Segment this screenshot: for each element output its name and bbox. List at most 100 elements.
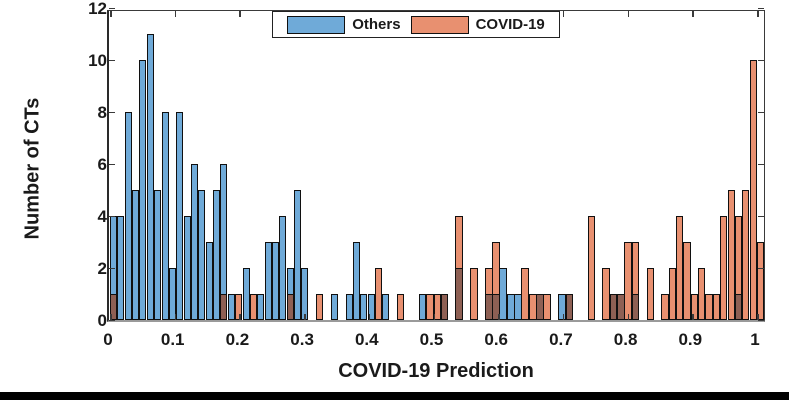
tick-mark — [757, 11, 759, 17]
x-tick-label: 0.7 — [549, 330, 573, 349]
bar-others — [242, 268, 250, 320]
bar-covid — [602, 268, 610, 320]
tick-mark — [109, 163, 115, 165]
tick-mark — [109, 215, 115, 217]
tick-mark — [433, 314, 435, 320]
covid-swatch — [410, 15, 469, 34]
bar-others — [161, 112, 170, 320]
tick-mark — [110, 314, 112, 320]
bar-others — [124, 112, 133, 320]
tick-mark — [627, 11, 630, 17]
tick-mark — [109, 7, 115, 9]
bar-covid — [426, 294, 434, 320]
tick-mark — [304, 314, 306, 320]
tick-mark — [498, 314, 500, 320]
bar-others — [418, 294, 426, 320]
bar-others — [330, 294, 338, 320]
bar-covid — [249, 294, 258, 320]
bar-covid — [757, 242, 765, 320]
y-tick-label: 12 — [88, 0, 107, 18]
x-tick-label: 0.9 — [678, 330, 703, 349]
bar-overlap — [632, 294, 640, 320]
bar-overlap — [286, 294, 294, 320]
legend: Others COVID-19 — [272, 11, 560, 38]
bar-covid — [720, 216, 728, 320]
x-tick-label: 0.6 — [484, 330, 508, 349]
tick-mark — [109, 111, 115, 113]
bar-covid — [647, 268, 655, 320]
bar-overlap — [536, 294, 544, 320]
bar-others — [507, 294, 515, 320]
tick-mark — [239, 314, 241, 320]
x-tick-label: 0.8 — [613, 330, 638, 349]
bar-covid — [521, 268, 529, 320]
bar-others — [558, 294, 566, 320]
tick-mark — [758, 267, 764, 269]
tick-mark — [627, 314, 630, 320]
bar-covid — [588, 216, 596, 320]
covid-legend-label: COVID-19 — [475, 16, 545, 33]
bar-others — [212, 190, 221, 320]
tick-mark — [109, 319, 115, 321]
tick-mark — [110, 11, 112, 17]
bar-covid — [470, 268, 478, 320]
bar-overlap — [219, 294, 228, 320]
bar-others — [131, 190, 140, 320]
bar-others — [256, 294, 265, 320]
plot-area — [107, 7, 765, 322]
bar-covid — [683, 242, 691, 320]
bar-covid — [669, 268, 677, 320]
tick-mark — [109, 59, 115, 61]
tick-mark — [174, 11, 177, 17]
bar-others — [227, 294, 236, 320]
bar-covid — [698, 268, 706, 320]
bar-others — [153, 190, 162, 320]
x-tick-label: 0.2 — [225, 330, 250, 349]
bar-others — [278, 216, 287, 320]
y-tick-label: 4 — [97, 207, 107, 226]
legend-item-others: Others — [287, 15, 401, 34]
bar-covid — [713, 294, 721, 320]
y-tick-label: 2 — [97, 259, 107, 278]
y-axis-label: Number of CTs — [21, 97, 44, 240]
bar-others — [352, 242, 360, 320]
bar-covid — [433, 294, 441, 320]
bar-others — [381, 294, 390, 320]
y-tick-label: 6 — [97, 155, 107, 174]
tick-mark — [109, 267, 115, 269]
tick-mark — [562, 314, 565, 320]
bar-others — [168, 268, 177, 320]
bar-covid — [234, 294, 243, 320]
bar-covid — [705, 294, 713, 320]
x-tick-label: 0.1 — [160, 330, 185, 349]
bar-others — [499, 268, 507, 320]
y-tick-label: 0 — [97, 311, 107, 330]
bar-overlap — [617, 294, 625, 320]
tick-mark — [368, 314, 371, 320]
bar-overlap — [455, 268, 463, 320]
bar-others — [293, 190, 302, 320]
x-tick-label: 0 — [103, 330, 113, 349]
bar-covid — [676, 216, 684, 320]
bar-covid — [742, 190, 750, 320]
bar-others — [205, 242, 214, 320]
tick-mark — [174, 314, 177, 320]
tick-mark — [562, 11, 565, 17]
bar-covid — [691, 294, 699, 320]
bar-covid — [624, 242, 632, 320]
bar-others — [175, 112, 184, 320]
bar-others — [146, 34, 155, 320]
tick-mark — [758, 111, 764, 113]
tick-mark — [239, 11, 241, 17]
tick-mark — [692, 11, 694, 17]
bar-overlap — [485, 294, 493, 320]
tick-mark — [692, 314, 694, 320]
bar-others — [359, 294, 368, 320]
bar-covid — [543, 294, 551, 320]
bar-overlap — [610, 294, 618, 320]
x-tick-label: 0.4 — [354, 330, 379, 349]
bar-others — [190, 164, 199, 320]
x-tick-label: 0.5 — [419, 330, 444, 349]
bar-overlap — [566, 294, 574, 320]
